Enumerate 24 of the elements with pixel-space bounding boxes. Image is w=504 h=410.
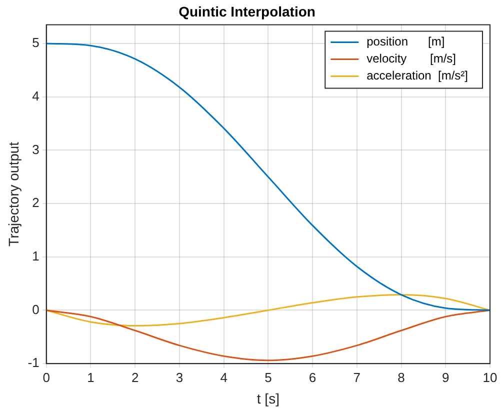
y-tick-label: 1 bbox=[32, 248, 40, 264]
chart-title: Quintic Interpolation bbox=[178, 3, 316, 20]
y-tick-label: -1 bbox=[28, 355, 40, 370]
x-tick-label: 8 bbox=[398, 370, 405, 385]
x-tick-label: 6 bbox=[308, 370, 316, 385]
y-tick-label: 5 bbox=[32, 35, 40, 50]
x-tick-label: 9 bbox=[442, 370, 450, 385]
y-tick-label: 2 bbox=[32, 195, 40, 210]
x-axis-title: t [s] bbox=[256, 390, 280, 406]
legend-label: velocity [m/s] bbox=[366, 52, 456, 66]
x-tick-label: 7 bbox=[353, 370, 361, 385]
legend-label: acceleration [m/s²] bbox=[366, 68, 468, 83]
x-tick-label: 4 bbox=[220, 370, 228, 385]
legend-label: position [m] bbox=[366, 34, 445, 49]
y-axis-title: Trajectory output bbox=[5, 142, 22, 246]
x-tick-label: 1 bbox=[87, 370, 94, 385]
y-tick-label: 0 bbox=[32, 302, 40, 317]
y-tick-label: 4 bbox=[32, 88, 40, 104]
x-tick-label: 10 bbox=[482, 370, 498, 385]
x-tick-label: 5 bbox=[264, 370, 272, 385]
y-tick-label: 3 bbox=[32, 142, 40, 157]
x-tick-label: 2 bbox=[131, 370, 139, 385]
x-tick-label: 0 bbox=[42, 370, 50, 385]
x-tick-label: 3 bbox=[176, 370, 184, 385]
